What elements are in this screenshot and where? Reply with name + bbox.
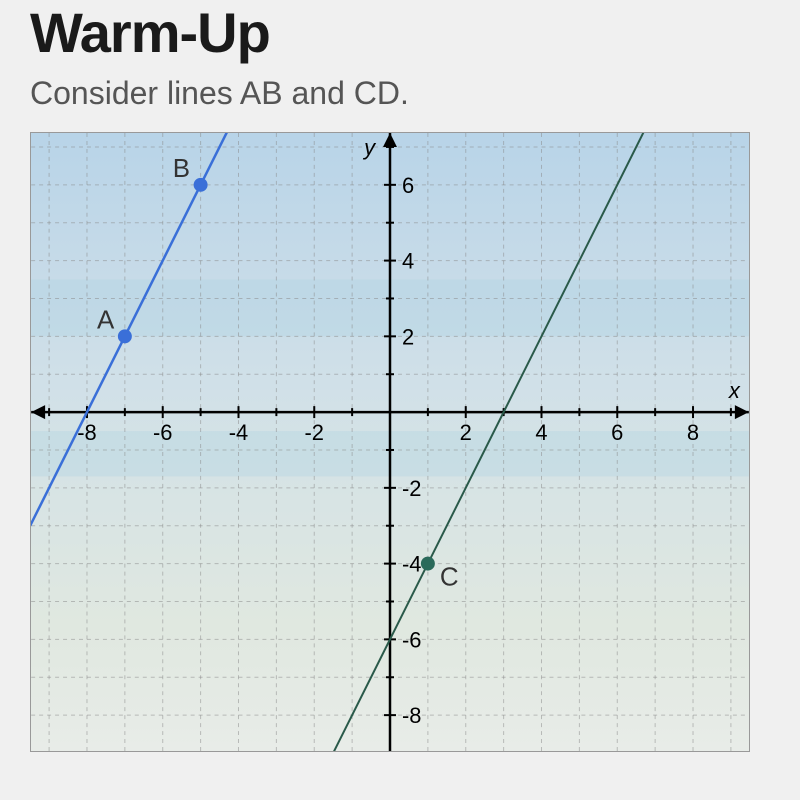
svg-text:B: B bbox=[173, 155, 190, 183]
svg-text:-2: -2 bbox=[402, 476, 421, 501]
svg-text:8: 8 bbox=[687, 420, 699, 445]
svg-text:6: 6 bbox=[402, 173, 414, 198]
svg-text:C: C bbox=[440, 564, 459, 592]
svg-text:2: 2 bbox=[402, 324, 414, 349]
svg-text:4: 4 bbox=[402, 249, 414, 274]
graph-svg: -8-6-4-224688642-2-4-6-8xyABCD bbox=[31, 133, 749, 751]
page-title: Warm-Up bbox=[30, 0, 770, 65]
svg-text:x: x bbox=[728, 378, 741, 403]
svg-text:-4: -4 bbox=[229, 420, 248, 445]
svg-text:4: 4 bbox=[535, 420, 547, 445]
coordinate-graph: -8-6-4-224688642-2-4-6-8xyABCD bbox=[30, 132, 750, 752]
svg-text:-6: -6 bbox=[402, 627, 421, 652]
svg-text:y: y bbox=[362, 135, 377, 160]
svg-text:-8: -8 bbox=[402, 703, 421, 728]
svg-text:-2: -2 bbox=[305, 420, 324, 445]
svg-text:2: 2 bbox=[460, 420, 472, 445]
svg-text:-4: -4 bbox=[402, 552, 421, 577]
svg-text:D: D bbox=[667, 133, 686, 137]
subtitle: Consider lines AB and CD. bbox=[30, 75, 770, 112]
svg-text:-6: -6 bbox=[153, 420, 172, 445]
svg-text:6: 6 bbox=[611, 420, 623, 445]
svg-text:A: A bbox=[97, 306, 115, 334]
